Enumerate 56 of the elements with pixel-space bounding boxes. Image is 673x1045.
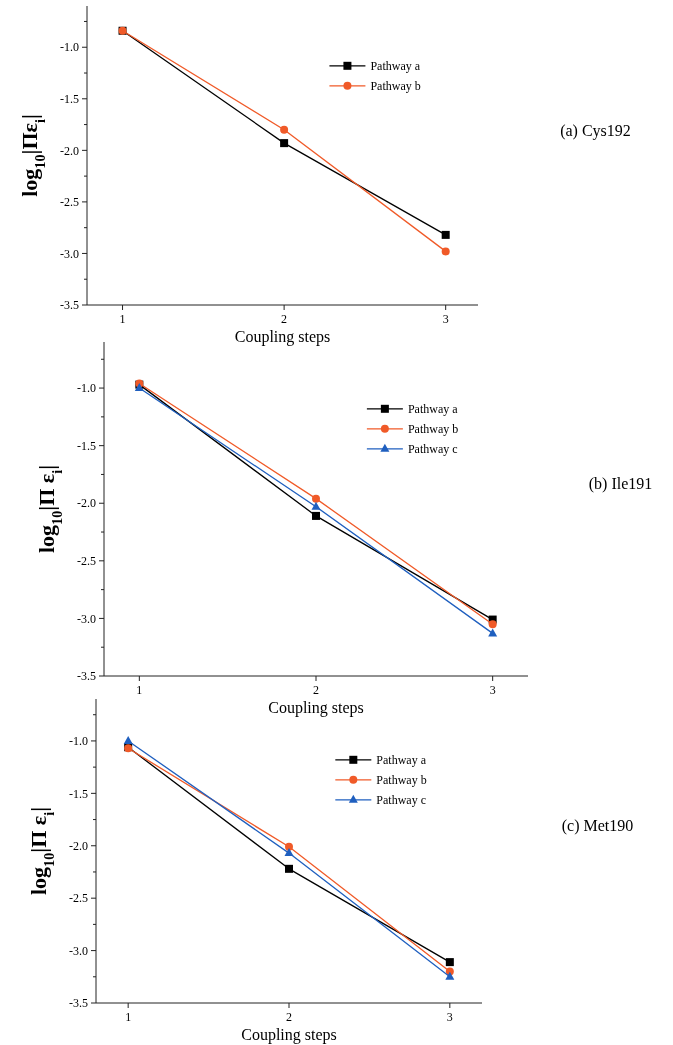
y-tick-label: -1.5 — [77, 438, 96, 453]
x-tick-label: 1 — [125, 1010, 132, 1024]
y-tick-label: -1.5 — [69, 786, 88, 801]
y-tick-label: -2.5 — [77, 554, 96, 569]
y-tick-label: -3.5 — [60, 298, 79, 313]
x-axis-title: Coupling steps — [234, 328, 331, 346]
y-tick-label: -3.0 — [69, 943, 88, 958]
point — [488, 620, 497, 629]
point — [488, 628, 498, 637]
y-tick-label: -2.0 — [60, 143, 79, 158]
legend-label: Pathway a — [370, 59, 421, 73]
y-tick-label: -3.5 — [69, 996, 88, 1011]
point — [312, 494, 320, 503]
point — [441, 247, 450, 256]
text: (b) Ile191 — [588, 475, 653, 493]
legend-label: Pathway b — [407, 422, 459, 436]
point — [312, 511, 320, 520]
y-tick-label: -1.0 — [69, 734, 88, 749]
legend-label: Pathway c — [376, 793, 426, 807]
y-tick-label: -3.0 — [77, 611, 96, 626]
y-tick-label: -3.0 — [60, 246, 79, 261]
x-tick-label: 3 — [442, 312, 449, 326]
y-tick-label: -2.0 — [69, 838, 88, 853]
point — [123, 735, 133, 744]
x-tick-label: 2 — [286, 1010, 292, 1024]
y-tick-label: -3.5 — [77, 669, 96, 684]
point — [311, 501, 321, 510]
y-tick-label: -1.5 — [60, 91, 79, 106]
x-tick-label: 2 — [281, 312, 288, 326]
legend-label: Pathway b — [376, 773, 427, 787]
point — [280, 125, 289, 134]
point — [445, 958, 454, 967]
y-tick-label: -1.0 — [60, 40, 79, 55]
legend-label: Pathway c — [407, 442, 458, 456]
point — [280, 139, 289, 148]
x-axis-title: Coupling steps — [241, 1026, 337, 1044]
x-axis-title: Coupling steps — [268, 699, 364, 717]
legend-label: Pathway a — [376, 753, 427, 767]
text: (c) Met190 — [561, 817, 634, 835]
y-tick-label: -2.5 — [60, 195, 79, 210]
x-tick-label: 3 — [489, 683, 496, 697]
point — [441, 230, 450, 239]
point — [285, 842, 293, 851]
point — [445, 971, 455, 980]
point — [284, 848, 294, 857]
point — [285, 864, 293, 873]
legend-label: Pathway b — [370, 79, 421, 93]
x-tick-label: 1 — [136, 683, 143, 697]
x-tick-label: 1 — [119, 312, 126, 326]
text: (a) Cys192 — [560, 121, 631, 140]
x-tick-label: 3 — [446, 1010, 453, 1024]
y-tick-label: -1.0 — [77, 381, 96, 396]
x-tick-label: 2 — [313, 683, 319, 697]
y-tick-label: -2.5 — [69, 891, 88, 906]
legend-label: Pathway a — [407, 402, 459, 416]
y-tick-label: -2.0 — [77, 496, 96, 511]
